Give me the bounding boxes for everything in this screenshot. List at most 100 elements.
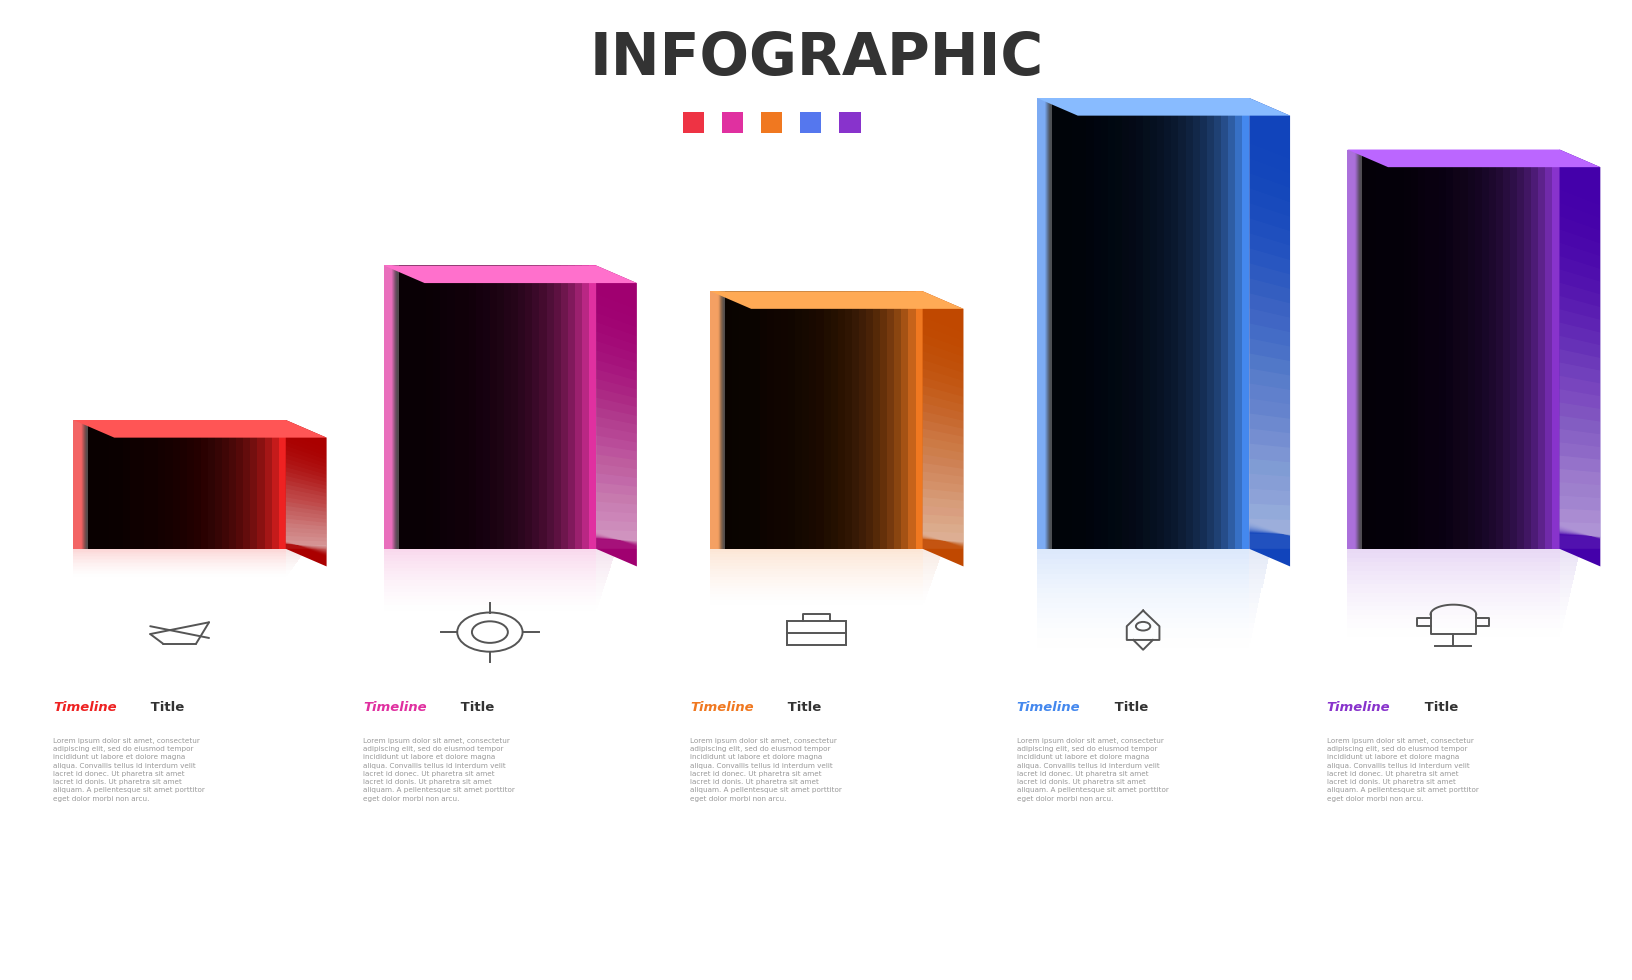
Polygon shape — [922, 561, 938, 563]
Polygon shape — [1248, 578, 1263, 583]
FancyBboxPatch shape — [761, 112, 782, 133]
Polygon shape — [384, 559, 596, 562]
Polygon shape — [725, 291, 916, 549]
Polygon shape — [721, 291, 831, 549]
Polygon shape — [1559, 575, 1573, 579]
Polygon shape — [1048, 98, 1170, 549]
Polygon shape — [1248, 564, 1266, 568]
Polygon shape — [1346, 150, 1361, 549]
Polygon shape — [1346, 588, 1559, 593]
Polygon shape — [1358, 150, 1488, 549]
Polygon shape — [286, 518, 326, 548]
Polygon shape — [397, 266, 547, 549]
Polygon shape — [395, 266, 511, 549]
Polygon shape — [596, 539, 636, 540]
Polygon shape — [86, 420, 250, 549]
Polygon shape — [1248, 489, 1289, 535]
Polygon shape — [1248, 588, 1260, 594]
Polygon shape — [710, 558, 922, 561]
Polygon shape — [596, 567, 610, 570]
Polygon shape — [1049, 98, 1221, 549]
Polygon shape — [710, 552, 922, 555]
Polygon shape — [1559, 562, 1577, 566]
Polygon shape — [922, 555, 940, 558]
Polygon shape — [86, 420, 250, 549]
Polygon shape — [1248, 504, 1289, 535]
Polygon shape — [1359, 150, 1523, 549]
Polygon shape — [596, 483, 636, 542]
Polygon shape — [1036, 583, 1248, 588]
Polygon shape — [395, 266, 496, 549]
Polygon shape — [384, 580, 596, 583]
Polygon shape — [1359, 150, 1516, 549]
Polygon shape — [1248, 518, 1289, 534]
Polygon shape — [397, 266, 560, 549]
Polygon shape — [922, 563, 937, 565]
Polygon shape — [1248, 559, 1266, 563]
Polygon shape — [1559, 509, 1599, 536]
Polygon shape — [86, 420, 228, 549]
Polygon shape — [596, 539, 636, 549]
Polygon shape — [1358, 150, 1488, 549]
Polygon shape — [1051, 98, 1242, 549]
Polygon shape — [85, 420, 215, 549]
Polygon shape — [286, 550, 305, 552]
Polygon shape — [596, 573, 607, 577]
Polygon shape — [1049, 98, 1191, 549]
Polygon shape — [397, 266, 581, 549]
Polygon shape — [1356, 150, 1452, 549]
Polygon shape — [1346, 593, 1559, 597]
Polygon shape — [1359, 150, 1537, 549]
Polygon shape — [922, 489, 963, 543]
Polygon shape — [1559, 535, 1599, 536]
Polygon shape — [73, 563, 286, 564]
Polygon shape — [596, 266, 636, 566]
Polygon shape — [721, 291, 837, 549]
Polygon shape — [1248, 533, 1289, 534]
Polygon shape — [384, 266, 398, 549]
Polygon shape — [1248, 444, 1289, 535]
Polygon shape — [596, 473, 636, 542]
Polygon shape — [710, 568, 922, 571]
Polygon shape — [1048, 98, 1149, 549]
Polygon shape — [1048, 98, 1185, 549]
Polygon shape — [1358, 150, 1459, 549]
Polygon shape — [1036, 578, 1248, 583]
Polygon shape — [1359, 150, 1544, 549]
Polygon shape — [922, 506, 963, 542]
Polygon shape — [1359, 150, 1523, 549]
Polygon shape — [397, 266, 553, 549]
Polygon shape — [1559, 579, 1572, 584]
Polygon shape — [922, 480, 963, 543]
Polygon shape — [286, 420, 326, 566]
FancyBboxPatch shape — [721, 112, 743, 133]
Polygon shape — [397, 266, 574, 549]
Polygon shape — [1559, 442, 1599, 537]
Polygon shape — [85, 420, 222, 549]
Polygon shape — [1048, 98, 1170, 549]
Polygon shape — [721, 291, 816, 549]
Polygon shape — [85, 420, 207, 549]
Polygon shape — [1248, 554, 1268, 559]
Polygon shape — [1051, 98, 1242, 549]
Polygon shape — [1346, 150, 1599, 168]
Polygon shape — [397, 266, 553, 549]
Text: Timeline: Timeline — [1325, 701, 1389, 713]
Polygon shape — [395, 266, 526, 549]
Polygon shape — [710, 563, 922, 565]
Polygon shape — [922, 514, 963, 542]
Polygon shape — [384, 577, 596, 580]
Polygon shape — [1559, 496, 1599, 537]
Polygon shape — [723, 291, 894, 549]
Polygon shape — [286, 556, 300, 558]
Polygon shape — [286, 531, 326, 547]
Polygon shape — [710, 291, 963, 309]
Polygon shape — [86, 420, 258, 549]
Polygon shape — [723, 291, 865, 549]
Polygon shape — [721, 291, 852, 549]
Polygon shape — [85, 420, 180, 549]
Polygon shape — [1248, 534, 1289, 549]
Polygon shape — [86, 420, 264, 549]
Polygon shape — [86, 420, 237, 549]
Polygon shape — [1359, 150, 1516, 549]
